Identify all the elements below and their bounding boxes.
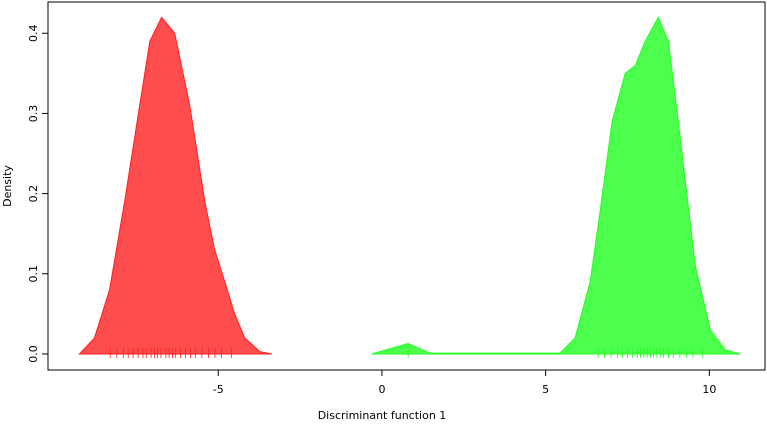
x-tick-label: 10	[702, 383, 716, 396]
y-tick-label: 0.3	[27, 105, 40, 123]
density-area	[371, 16, 741, 355]
plot-box	[47, 1, 766, 371]
y-tick-label: 0.4	[27, 25, 40, 43]
x-tick-label: 0	[378, 383, 385, 396]
x-tick-label: -5	[213, 383, 224, 396]
x-axis-label: Discriminant function 1	[318, 409, 447, 422]
density-area	[78, 16, 273, 355]
x-tick-label: 5	[542, 383, 549, 396]
y-axis-label: Density	[1, 165, 14, 207]
y-tick-label: 0.0	[27, 345, 40, 363]
y-tick-label: 0.2	[27, 185, 40, 203]
y-tick-label: 0.1	[27, 265, 40, 283]
